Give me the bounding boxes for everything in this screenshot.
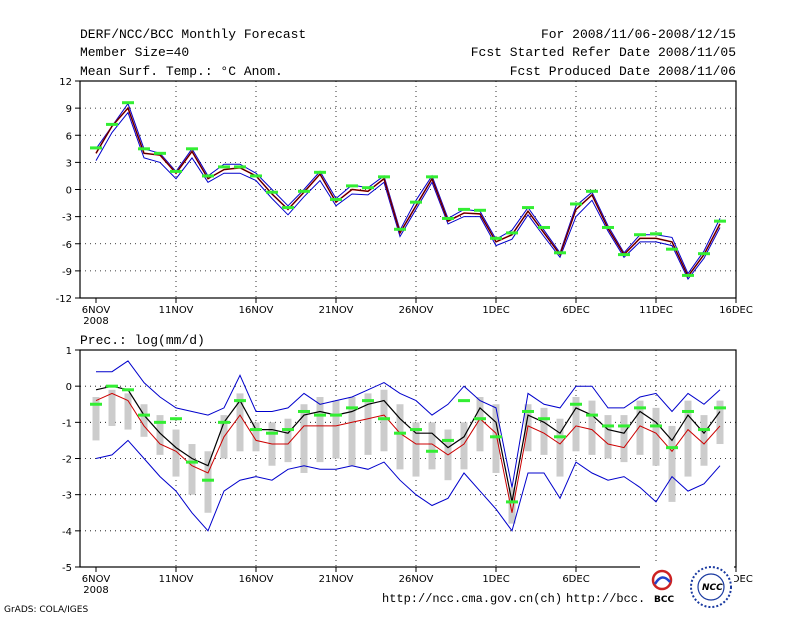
x-tick-year: 2008 <box>83 585 108 596</box>
ensemble-box <box>588 400 596 455</box>
ensemble-box <box>172 429 180 477</box>
ensemble-box <box>140 404 148 437</box>
y-tick-label: -4 <box>62 527 72 538</box>
ensemble-box <box>204 451 212 513</box>
temp-median-line <box>95 107 721 277</box>
x-tick-label: 1DEC <box>482 574 509 585</box>
ensemble-box <box>348 397 356 466</box>
ensemble-box <box>716 400 724 445</box>
member-size: Member Size=40 <box>80 45 189 60</box>
ensemble-box <box>332 400 340 459</box>
ensemble-box <box>556 418 564 477</box>
ncc-logo-text: NCC <box>702 583 723 593</box>
ensemble-box <box>604 415 612 459</box>
x-tick-label: 11NOV <box>159 574 194 585</box>
ensemble-box <box>428 422 436 470</box>
ensemble-box <box>476 397 484 452</box>
x-tick-label: 16NOV <box>239 574 274 585</box>
y-tick-label: -12 <box>56 294 72 305</box>
x-tick-label: 11NOV <box>159 305 194 316</box>
grads-credit: GrADS: COLA/IGES <box>4 605 88 615</box>
x-tick-year: 2008 <box>83 316 108 327</box>
x-tick-label: 11DEC <box>639 305 673 316</box>
precip-median-line <box>95 385 721 503</box>
ensemble-box <box>252 422 260 452</box>
ensemble-box <box>108 389 116 426</box>
y-tick-label: 3 <box>66 158 72 169</box>
ensemble-box <box>684 400 692 477</box>
temp-lower-line <box>95 111 721 280</box>
ensemble-box <box>412 422 420 477</box>
x-tick-label: 21NOV <box>319 574 354 585</box>
ncc-logo: NCC <box>688 565 734 611</box>
y-tick-label: -3 <box>62 491 72 502</box>
y-tick-label: -9 <box>62 267 72 278</box>
bcc-logo: BCC <box>640 565 688 609</box>
ensemble-box <box>636 400 644 455</box>
forecast-period: For 2008/11/06-2008/12/15 <box>541 27 736 42</box>
ensemble-box <box>396 404 404 470</box>
y-tick-label: -3 <box>62 213 72 224</box>
ensemble-box <box>652 407 660 466</box>
x-tick-label: 6DEC <box>562 305 589 316</box>
ensemble-box <box>316 397 324 463</box>
x-tick-label: 16DEC <box>719 574 753 585</box>
bcc-logo-text: BCC <box>654 595 674 605</box>
x-tick-label: 6NOV <box>82 305 111 316</box>
ensemble-box <box>124 393 132 430</box>
refer-date: Fcst Started Refer Date 2008/11/05 <box>471 45 736 60</box>
y-tick-label: -6 <box>62 240 72 251</box>
chart-title: DERF/NCC/BCC Monthly Forecast <box>80 27 306 42</box>
precip-label: Prec.: log(mm/d) <box>80 333 205 348</box>
ensemble-box <box>380 389 388 452</box>
precip-upper-line <box>96 360 721 488</box>
temp-upper-line <box>95 102 721 275</box>
temp-mean-line <box>95 106 721 278</box>
ensemble-box <box>572 397 580 452</box>
ensemble-box <box>364 393 372 455</box>
x-tick-label: 26NOV <box>399 574 434 585</box>
ensemble-box <box>156 415 164 455</box>
y-tick-label: -5 <box>62 563 72 574</box>
variable-label: Mean Surf. Temp.: °C Anom. <box>80 64 283 79</box>
ensemble-box <box>492 404 500 473</box>
ensemble-box <box>700 415 708 466</box>
produced-date: Fcst Produced Date 2008/11/06 <box>510 64 736 79</box>
x-tick-label: 6DEC <box>562 574 589 585</box>
precip-mean-line <box>95 392 721 513</box>
temperature-plot-frame <box>79 80 737 299</box>
y-tick-label: 9 <box>66 104 72 115</box>
ensemble-box <box>284 418 292 463</box>
x-tick-label: 6NOV <box>82 574 111 585</box>
x-tick-label: 21NOV <box>319 305 354 316</box>
bcc-url-link[interactable]: http://bcc. <box>566 592 645 606</box>
precip-lower-line <box>95 439 721 532</box>
ensemble-box <box>460 422 468 470</box>
ensemble-box <box>540 407 548 455</box>
y-tick-label: 0 <box>66 382 72 393</box>
x-tick-label: 26NOV <box>399 305 434 316</box>
y-tick-label: -2 <box>62 455 72 466</box>
ensemble-box <box>300 404 308 473</box>
ncc-url-link[interactable]: http://ncc.cma.gov.cn(ch) <box>382 592 562 606</box>
ensemble-box <box>188 444 196 495</box>
y-tick-label: 1 <box>66 346 72 357</box>
x-tick-label: 1DEC <box>482 305 509 316</box>
y-tick-label: -1 <box>62 418 72 429</box>
y-tick-label: 0 <box>66 186 72 197</box>
ensemble-box <box>236 393 244 452</box>
x-tick-label: 16NOV <box>239 305 274 316</box>
x-tick-label: 16DEC <box>719 305 753 316</box>
ensemble-box <box>92 397 100 441</box>
y-tick-label: 6 <box>66 131 72 142</box>
y-tick-label: 12 <box>59 77 72 88</box>
ensemble-box <box>620 415 628 463</box>
ensemble-box <box>668 425 676 502</box>
ensemble-box <box>508 487 516 524</box>
